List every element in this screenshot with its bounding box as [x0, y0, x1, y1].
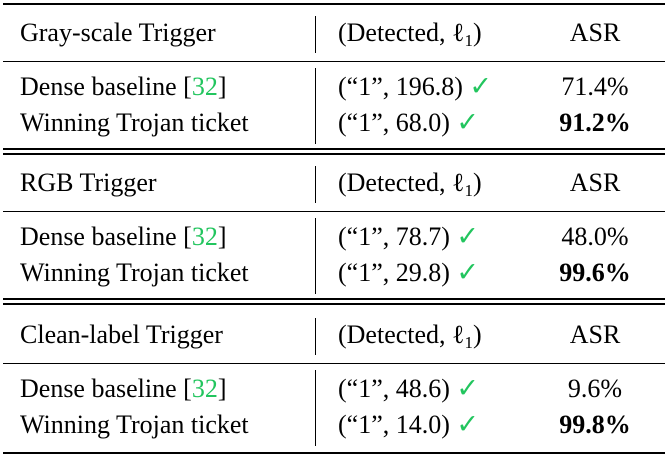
section-1-double-rule-a — [3, 148, 665, 150]
detected-header-text: (Detected, ℓ — [338, 168, 465, 197]
checkmark-icon: ✓ — [456, 257, 480, 288]
l1-subscript: 1 — [464, 181, 474, 200]
detected-value: (“1”, 48.6) — [338, 374, 450, 403]
section-3-detected-header: (Detected, ℓ1) — [338, 320, 482, 352]
table-top-rule — [3, 3, 665, 5]
table-row-detected: (“1”, 29.8) ✓ — [338, 258, 479, 288]
section-1-detected-header: (Detected, ℓ1) — [338, 18, 482, 50]
asr-decimal: .6% — [580, 374, 623, 403]
method-label-close: ] — [217, 222, 227, 251]
asr-decimal: .8% — [585, 410, 631, 439]
l1-subscript: 1 — [464, 333, 474, 352]
asr-decimal: .4% — [587, 72, 629, 101]
section-1-header-rule — [3, 61, 665, 63]
detected-header-text: (Detected, ℓ — [338, 320, 465, 349]
table-row-asr: 99.8% — [540, 410, 650, 440]
table-row-method: Dense baseline [32] — [20, 222, 227, 252]
asr-integer: 9 — [567, 374, 581, 403]
header-1-column-divider — [315, 16, 317, 53]
detected-header-close: ) — [473, 168, 482, 197]
detected-value: (“1”, 29.8) — [338, 258, 450, 287]
table-row-asr: 9.6% — [540, 374, 650, 404]
table-row-detected: (“1”, 196.8) ✓ — [338, 72, 492, 102]
body-1-column-divider — [315, 68, 317, 144]
section-1-asr-header: ASR — [569, 18, 621, 47]
checkmark-icon: ✓ — [456, 409, 480, 440]
section-2-double-rule-a — [3, 298, 665, 300]
detected-header-close: ) — [473, 18, 482, 47]
citation-link[interactable]: 32 — [191, 72, 218, 101]
table-row-asr: 48.0% — [540, 222, 650, 252]
detected-value: (“1”, 68.0) — [338, 108, 450, 137]
asr-integer: 71 — [561, 72, 588, 101]
table-row-method: Dense baseline [32] — [20, 72, 227, 102]
table-row-asr: 99.6% — [540, 258, 650, 288]
section-1-trigger-header: Gray-scale Trigger — [20, 18, 216, 47]
asr-integer: 99 — [559, 410, 586, 439]
section-2-asr-header: ASR — [569, 168, 621, 197]
citation-link[interactable]: 32 — [191, 374, 218, 403]
checkmark-icon: ✓ — [456, 373, 480, 404]
asr-decimal: .0% — [587, 222, 629, 251]
method-label-close: ] — [217, 72, 227, 101]
asr-integer: 48 — [561, 222, 588, 251]
checkmark-icon: ✓ — [469, 71, 493, 102]
method-label: Dense baseline [ — [20, 222, 192, 251]
asr-integer: 99 — [559, 258, 586, 287]
section-2-trigger-header: RGB Trigger — [20, 168, 157, 197]
header-3-column-divider — [315, 318, 317, 355]
table-row-asr: 91.2% — [540, 108, 650, 138]
table-row-detected: (“1”, 48.6) ✓ — [338, 374, 479, 404]
section-3-asr-header: ASR — [569, 320, 621, 349]
section-2-detected-header: (Detected, ℓ1) — [338, 168, 482, 200]
method-label: Dense baseline [ — [20, 374, 192, 403]
table-row-detected: (“1”, 68.0) ✓ — [338, 108, 479, 138]
detected-value: (“1”, 78.7) — [338, 222, 450, 251]
table-bottom-rule — [3, 452, 665, 454]
method-label: Dense baseline [ — [20, 72, 192, 101]
l1-subscript: 1 — [464, 31, 474, 50]
table-row-method: Dense baseline [32] — [20, 374, 227, 404]
asr-decimal: .6% — [585, 258, 631, 287]
table-row-detected: (“1”, 78.7) ✓ — [338, 222, 479, 252]
header-2-column-divider — [315, 166, 317, 203]
checkmark-icon: ✓ — [456, 221, 480, 252]
table-row-detected: (“1”, 14.0) ✓ — [338, 410, 479, 440]
detected-header-close: ) — [473, 320, 482, 349]
asr-integer: 91 — [559, 108, 586, 137]
detected-header-text: (Detected, ℓ — [338, 18, 465, 47]
body-3-column-divider — [315, 370, 317, 446]
body-2-column-divider — [315, 218, 317, 294]
section-3-header-rule — [3, 363, 665, 365]
section-2-double-rule-b — [3, 303, 665, 305]
section-2-header-rule — [3, 211, 665, 213]
section-1-double-rule-b — [3, 153, 665, 155]
table-row-method: Winning Trojan ticket — [20, 410, 249, 439]
method-label-close: ] — [217, 374, 227, 403]
table-row-method: Winning Trojan ticket — [20, 258, 249, 287]
section-3-trigger-header: Clean-label Trigger — [20, 320, 223, 349]
checkmark-icon: ✓ — [456, 107, 480, 138]
citation-link[interactable]: 32 — [191, 222, 218, 251]
asr-decimal: .2% — [585, 108, 631, 137]
detected-value: (“1”, 14.0) — [338, 410, 450, 439]
table-row-asr: 71.4% — [540, 72, 650, 102]
detected-value: (“1”, 196.8) — [338, 72, 463, 101]
table-row-method: Winning Trojan ticket — [20, 108, 249, 137]
